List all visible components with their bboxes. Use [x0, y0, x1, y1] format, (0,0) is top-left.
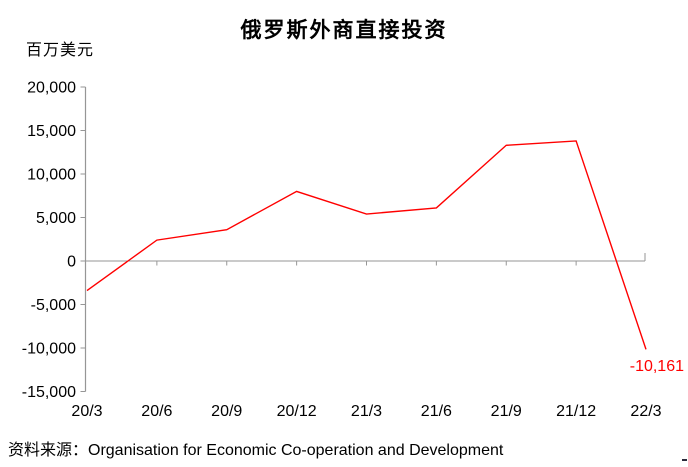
- y-tick-label: -5,000: [31, 297, 76, 314]
- x-tick-label: 20/6: [141, 403, 172, 420]
- y-axis-unit-label: 百万美元: [26, 42, 95, 59]
- x-tick-label: 22/3: [630, 403, 661, 420]
- x-tick-label: 20/9: [211, 403, 242, 420]
- x-tick-label: 20/12: [277, 403, 317, 420]
- y-tick-label: 10,000: [27, 167, 76, 184]
- x-tick-label: 21/6: [421, 403, 452, 420]
- source-note: 资料来源：Organisation for Economic Co-operat…: [8, 442, 504, 459]
- chart-title: 俄罗斯外商直接投资: [240, 18, 448, 42]
- x-tick-label: 21/12: [556, 403, 596, 420]
- y-tick-label: 20,000: [27, 80, 76, 97]
- y-tick-label: 0: [67, 254, 76, 271]
- corner-artifact: [682, 459, 687, 461]
- x-tick-label: 21/9: [491, 403, 522, 420]
- y-tick-label: -15,000: [22, 384, 76, 401]
- y-tick-label: -10,000: [22, 341, 76, 358]
- last-value-label: -10,161: [630, 358, 684, 375]
- x-tick-label: 21/3: [351, 403, 382, 420]
- y-tick-label: 5,000: [36, 210, 76, 227]
- fdi-data-line: [86, 140, 647, 350]
- y-tick-label: 15,000: [27, 123, 76, 140]
- x-tick-label: 20/3: [71, 403, 102, 420]
